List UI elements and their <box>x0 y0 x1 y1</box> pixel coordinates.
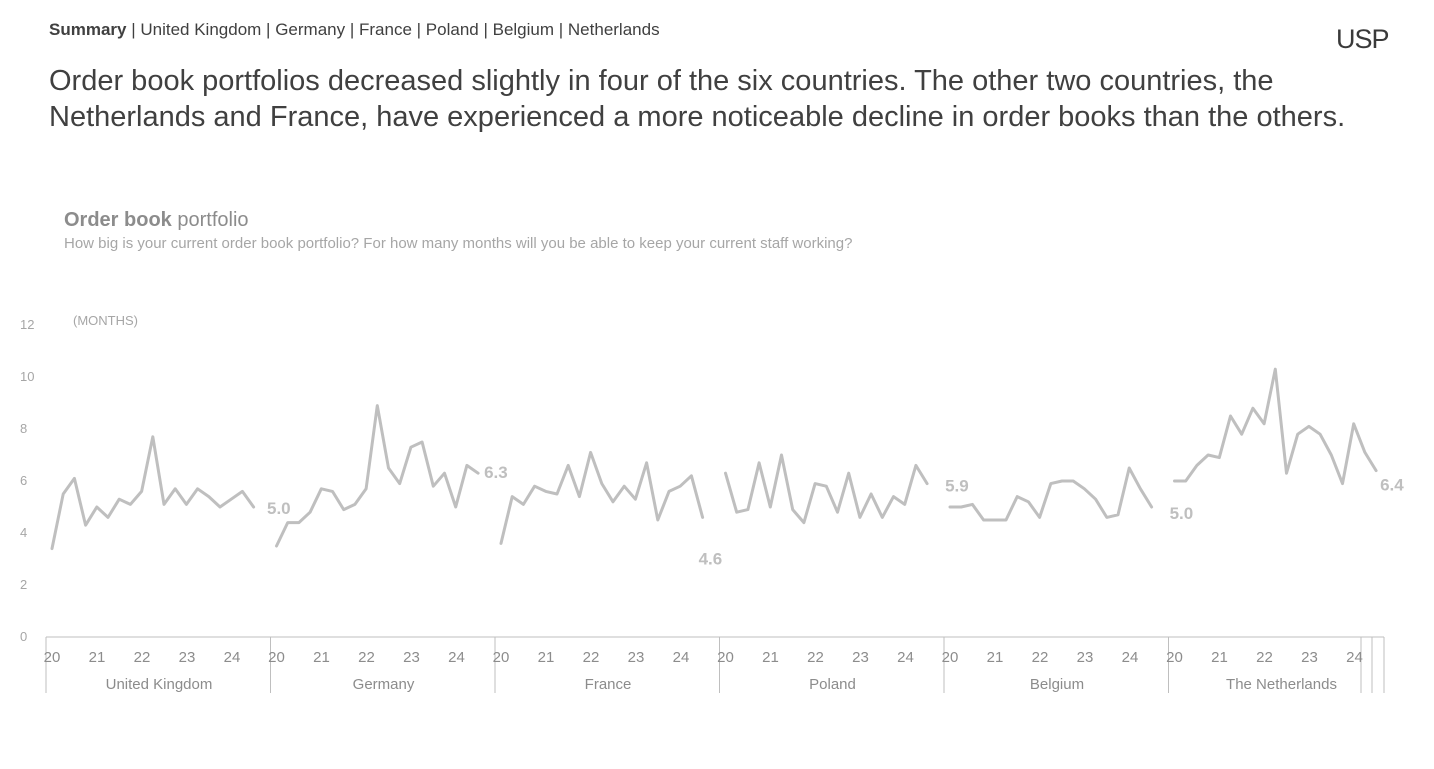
year-tick-label: 23 <box>852 649 869 666</box>
nav-item-belgium[interactable]: Belgium <box>492 20 555 39</box>
nav-item-summary[interactable]: Summary <box>49 20 127 39</box>
year-tick-label: 21 <box>762 649 779 666</box>
country-label: The Netherlands <box>1226 676 1337 693</box>
nav-separator: | <box>554 20 568 39</box>
end-value-label: 6.4 <box>1380 476 1404 495</box>
year-tick-label: 21 <box>89 649 106 666</box>
end-value-label: 4.6 <box>699 549 723 568</box>
year-tick-label: 24 <box>224 649 241 666</box>
country-navigation: Summary | United Kingdom | Germany | Fra… <box>49 20 660 40</box>
y-tick-label: 10 <box>20 369 34 384</box>
nav-item-united-kingdom[interactable]: United Kingdom <box>140 20 262 39</box>
y-tick-label: 8 <box>20 421 27 436</box>
nav-item-france[interactable]: France <box>359 20 412 39</box>
y-tick-label: 2 <box>20 577 27 592</box>
end-value-label: 5.0 <box>267 499 291 518</box>
year-tick-label: 20 <box>942 649 959 666</box>
nav-item-netherlands[interactable]: Netherlands <box>567 20 660 39</box>
y-tick-label: 6 <box>20 473 27 488</box>
y-tick-label: 0 <box>20 629 27 644</box>
nav-item-germany[interactable]: Germany <box>275 20 346 39</box>
year-tick-label: 23 <box>179 649 196 666</box>
year-tick-label: 20 <box>493 649 510 666</box>
year-tick-label: 24 <box>897 649 914 666</box>
year-tick-label: 22 <box>1256 649 1273 666</box>
year-tick-label: 24 <box>1122 649 1139 666</box>
year-tick-label: 22 <box>583 649 600 666</box>
nav-separator: | <box>478 20 493 39</box>
country-label: France <box>585 676 632 693</box>
chart-title: Order book portfolio <box>64 209 249 232</box>
year-tick-label: 21 <box>987 649 1004 666</box>
year-tick-label: 24 <box>448 649 465 666</box>
year-tick-label: 24 <box>1346 649 1363 666</box>
country-label: Belgium <box>1030 676 1084 693</box>
nav-separator: | <box>345 20 359 39</box>
year-tick-label: 23 <box>628 649 645 666</box>
end-value-label: 5.9 <box>945 477 969 496</box>
end-value-label: 6.3 <box>484 463 508 482</box>
series-line-germany <box>275 404 480 548</box>
year-tick-label: 22 <box>134 649 151 666</box>
nav-separator: | <box>126 20 141 39</box>
year-tick-label: 23 <box>403 649 420 666</box>
country-label: Poland <box>809 676 856 693</box>
year-tick-label: 24 <box>673 649 690 666</box>
year-tick-label: 22 <box>807 649 824 666</box>
year-tick-label: 21 <box>313 649 330 666</box>
chart-title-bold: Order book <box>64 209 172 231</box>
series-line-belgium <box>948 466 1154 522</box>
chart-title-rest: portfolio <box>171 209 249 231</box>
series-line-poland <box>724 453 929 525</box>
year-tick-label: 20 <box>44 649 61 666</box>
y-tick-label: 12 <box>20 317 34 332</box>
end-value-label: 5.0 <box>1170 504 1194 523</box>
chart-subtitle: How big is your current order book portf… <box>64 235 853 252</box>
year-tick-label: 23 <box>1301 649 1318 666</box>
year-tick-label: 23 <box>1077 649 1094 666</box>
nav-item-poland[interactable]: Poland <box>425 20 479 39</box>
usp-logo: USP <box>1336 24 1390 54</box>
nav-separator: | <box>411 20 426 39</box>
year-tick-label: 22 <box>358 649 375 666</box>
series-line-france <box>499 450 705 545</box>
headline: Order book portfolios decreased slightly… <box>49 65 1346 133</box>
country-label: United Kingdom <box>106 676 213 693</box>
series-line-the-netherlands <box>1173 367 1378 486</box>
year-tick-label: 20 <box>1166 649 1183 666</box>
year-tick-label: 20 <box>717 649 734 666</box>
country-label: Germany <box>353 676 415 693</box>
unit-label: (MONTHS) <box>73 313 138 328</box>
year-tick-label: 20 <box>268 649 285 666</box>
y-tick-label: 4 <box>20 525 27 540</box>
year-tick-label: 21 <box>538 649 555 666</box>
year-tick-label: 21 <box>1211 649 1228 666</box>
year-tick-label: 22 <box>1032 649 1049 666</box>
nav-separator: | <box>261 20 276 39</box>
series-line-united-kingdom <box>50 435 256 551</box>
